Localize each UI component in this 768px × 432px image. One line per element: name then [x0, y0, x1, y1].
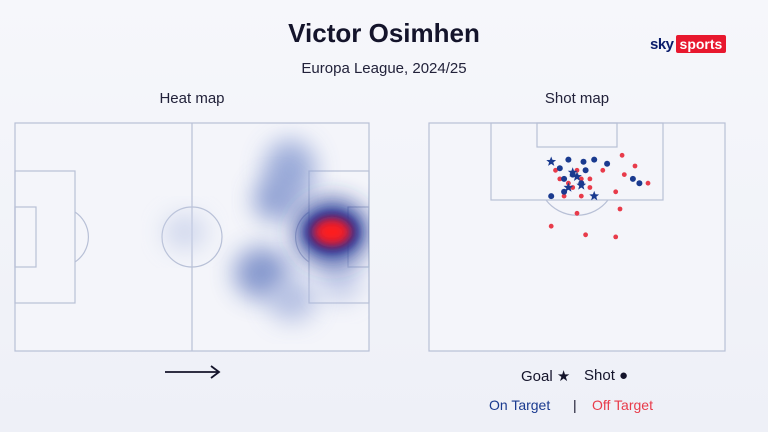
off-target-shot-marker	[613, 189, 619, 195]
chart-title: Victor Osimhen	[288, 18, 480, 48]
on-target-shot-marker	[591, 156, 598, 163]
right-arrow-icon	[165, 365, 221, 379]
off-target-shot-marker	[587, 185, 593, 190]
legend-off-target: Off Target	[592, 397, 653, 413]
logo-sports-text: sports	[675, 35, 727, 53]
legend-shot: Shot ●	[584, 367, 628, 384]
star-icon: ★	[556, 368, 571, 385]
on-target-shot-marker	[604, 160, 611, 167]
off-target-shot-marker	[621, 172, 627, 178]
goal-star-marker	[576, 180, 587, 190]
legend-goal-label: Goal	[521, 368, 553, 385]
sky-sports-logo: sky sports	[650, 35, 727, 53]
off-target-shot-marker	[574, 210, 580, 216]
goal-star-marker	[589, 190, 600, 201]
goal-star-marker	[546, 156, 557, 166]
on-target-shot-marker	[565, 156, 572, 163]
legend-shot-label: Shot	[584, 367, 615, 384]
off-target-shot-marker	[613, 234, 619, 240]
off-target-shot-marker	[548, 223, 554, 229]
legend-separator: |	[573, 397, 577, 413]
goal-star-marker	[572, 171, 582, 181]
off-target-shot-marker	[578, 193, 584, 199]
on-target-shot-marker	[580, 158, 587, 165]
shot-markers	[546, 152, 651, 240]
chart-subtitle: Europa League, 2024/25	[301, 60, 467, 77]
heat-map-density	[163, 140, 368, 322]
off-target-shot-marker	[583, 232, 588, 238]
off-target-shot-marker	[600, 167, 606, 173]
goal-star-marker	[567, 167, 578, 177]
circle-icon: ●	[619, 367, 629, 384]
off-target-shot-marker	[619, 152, 625, 158]
on-target-shot-marker	[629, 175, 636, 182]
on-target-shot-marker	[582, 167, 589, 174]
on-target-shot-marker	[548, 193, 555, 200]
on-target-shot-marker	[561, 175, 568, 182]
on-target-shot-marker	[556, 165, 563, 172]
on-target-shot-marker	[636, 180, 643, 187]
goal-star-marker	[563, 182, 574, 192]
off-target-shot-marker	[578, 176, 584, 182]
legend-on-target: On Target	[489, 397, 551, 413]
off-target-shot-marker	[557, 176, 563, 182]
shot-map-pitch	[428, 122, 726, 352]
off-target-shot-marker	[553, 167, 558, 173]
legend-goal: Goal ★	[521, 367, 570, 385]
heat-map-label: Heat map	[159, 90, 225, 107]
off-target-shot-marker	[632, 163, 638, 169]
shot-map-label: Shot map	[544, 90, 610, 107]
on-target-shot-marker	[561, 188, 568, 195]
off-target-shot-marker	[561, 193, 567, 199]
off-target-shot-marker	[645, 180, 651, 186]
logo-sky-text: sky	[650, 35, 674, 53]
off-target-shot-marker	[617, 206, 623, 212]
off-target-shot-marker	[587, 176, 593, 182]
